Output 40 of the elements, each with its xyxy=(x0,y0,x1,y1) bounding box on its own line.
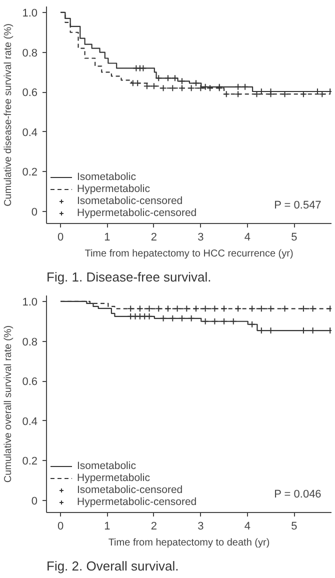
x-tick-label: 3 xyxy=(198,520,204,532)
x-tick-label: 3 xyxy=(198,232,204,244)
x-tick-label: 5 xyxy=(291,232,298,244)
legend-label: Hypermetabolic xyxy=(77,183,150,195)
y-tick-label: 0.8 xyxy=(22,47,38,60)
y-tick-label: 0.4 xyxy=(22,416,38,428)
y-tick-label: 0.4 xyxy=(22,126,38,139)
x-tick-label: 1 xyxy=(104,520,110,532)
legend-label: Isometabolic-censored xyxy=(77,484,183,496)
y-tick-label: 0.6 xyxy=(22,376,38,388)
x-axis-title: Time from hepatectomy to HCC recurrence (yr) xyxy=(84,248,294,260)
x-tick-label: 0 xyxy=(57,520,64,532)
x-tick-label: 5 xyxy=(291,520,298,532)
y-tick-label: 1.0 xyxy=(22,296,38,308)
x-axis-title: Time from hepatectomy to death (yr) xyxy=(108,538,270,548)
legend-label: Hypermetabolic xyxy=(77,472,150,484)
y-tick-label: 0 xyxy=(31,206,38,219)
y-tick-label: 1.0 xyxy=(22,7,38,20)
y-tick-label: 0 xyxy=(31,496,38,508)
x-tick-label: 1 xyxy=(104,232,110,244)
x-tick-label: 2 xyxy=(150,520,158,532)
legend-label: Isometabolic xyxy=(77,171,136,183)
legend-label: Hypermetabolic-censored xyxy=(77,496,197,508)
y-tick-label: 0.2 xyxy=(22,456,38,468)
legend-label: Hypermetabolic-censored xyxy=(77,207,197,219)
legend-label: Isometabolic xyxy=(77,460,136,472)
y-axis-title: Cumulative overall survival rate (%) xyxy=(3,325,14,483)
legend-label: Isometabolic-censored xyxy=(77,195,183,207)
x-tick-label: 2 xyxy=(150,232,158,244)
caption: Fig. 2. Overall survival. xyxy=(46,558,179,574)
annotation: P = 0.046 xyxy=(274,488,322,500)
y-tick-label: 0.6 xyxy=(22,87,38,100)
x-tick-label: 4 xyxy=(244,520,250,532)
y-tick-label: 0.8 xyxy=(22,336,38,348)
caption: Fig. 1. Disease-free survival. xyxy=(46,270,212,284)
y-tick-label: 0.2 xyxy=(22,166,38,179)
y-axis-title: Cumulative disease-free survival rate (%) xyxy=(3,24,14,206)
x-tick-label: 0 xyxy=(57,232,64,244)
x-tick-label: 4 xyxy=(244,232,250,244)
annotation: P = 0.547 xyxy=(274,200,322,212)
